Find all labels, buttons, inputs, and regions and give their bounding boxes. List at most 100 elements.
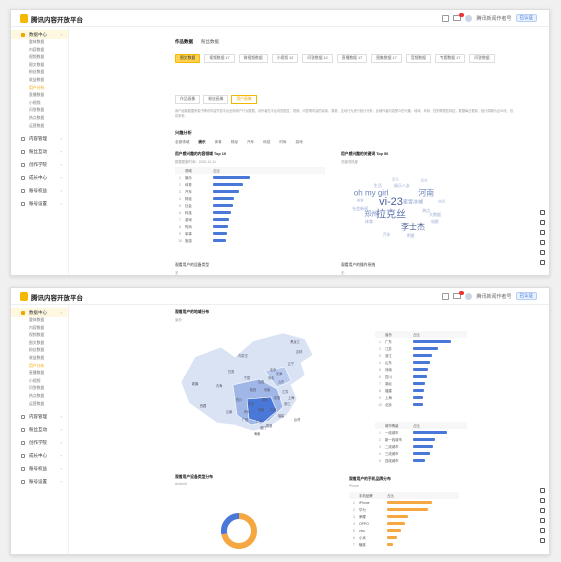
sidebar-item[interactable]: 粉丝数据 — [29, 348, 45, 353]
sidebar-item[interactable]: 问答数据 — [29, 108, 45, 113]
tab-works[interactable]: 作品数据 — [175, 39, 193, 44]
sidebar-item[interactable]: 内容数据 — [29, 47, 45, 52]
keyword-word[interactable]: 大数据 — [429, 212, 441, 217]
sidebar-item[interactable]: 收益数据 — [29, 355, 45, 360]
sidebar-group[interactable]: 账号设置 › — [11, 477, 68, 486]
keyword-word[interactable]: 娱乐八卦 — [394, 183, 410, 189]
donut-slice-android[interactable] — [221, 513, 257, 549]
qrcode-icon[interactable] — [540, 260, 545, 265]
sidebar-group[interactable]: 成长中心 › — [11, 173, 68, 182]
edit-icon[interactable] — [540, 250, 545, 255]
data-type-pill[interactable]: 问答数据 12 — [302, 54, 333, 63]
tab-fans[interactable]: 粉丝数据 — [201, 39, 219, 44]
sidebar-item[interactable]: 整体数据 — [29, 318, 45, 322]
app-grid-icon[interactable] — [442, 292, 450, 300]
domain-filter[interactable]: 全部领域 — [175, 140, 190, 144]
keyword-word[interactable]: 音乐 — [391, 177, 399, 182]
sidebar-item[interactable]: 直播数据 — [29, 93, 45, 98]
keyword-word[interactable]: 社会新闻 — [352, 205, 369, 211]
pin-icon[interactable] — [540, 488, 545, 493]
portrait-tab[interactable]: 粉丝画像 — [203, 95, 229, 104]
keyword-word[interactable]: 李士杰 — [401, 222, 425, 232]
sidebar-group[interactable]: 粉丝互动 › — [11, 425, 68, 434]
sidebar-group[interactable]: 数据中心 › — [11, 308, 68, 317]
donut-slice-ios[interactable] — [221, 513, 240, 535]
headset-icon[interactable] — [540, 240, 545, 245]
sidebar-group[interactable]: 创作学院 › — [11, 438, 68, 447]
pin-icon[interactable] — [540, 210, 545, 215]
portrait-tab[interactable]: 作品画像 — [175, 95, 201, 104]
account-name[interactable]: 腾讯新闻作者号 — [476, 15, 512, 22]
sidebar-item[interactable]: 热点数据 — [29, 393, 45, 398]
keyword-word[interactable]: 美食 — [356, 198, 364, 203]
sidebar-item[interactable]: 用户分析 — [29, 363, 45, 368]
keyword-word[interactable]: 生活 — [373, 183, 382, 189]
keyword-word[interactable]: 郑州 — [364, 211, 379, 219]
message-icon[interactable] — [453, 13, 465, 21]
edit-icon[interactable] — [540, 528, 545, 533]
sidebar-item[interactable]: 视频数据 — [29, 55, 45, 60]
keyword-word[interactable]: 热点 — [422, 208, 431, 213]
keyword-word[interactable]: 体育 — [365, 219, 373, 225]
account-name[interactable]: 腾讯新闻作者号 — [476, 293, 512, 300]
keyword-word[interactable]: 明星 — [406, 232, 415, 238]
data-type-pill[interactable]: 微视频数据 — [238, 54, 268, 63]
data-type-pill[interactable]: 问答数据 — [469, 54, 495, 63]
sidebar-group[interactable]: 粉丝互动 › — [11, 147, 68, 156]
sidebar-item[interactable]: 粉丝数据 — [29, 70, 45, 75]
domain-filter[interactable]: 科技 — [263, 140, 271, 144]
data-type-pill[interactable]: 直播数据 17 — [336, 54, 368, 63]
headset-icon[interactable] — [540, 518, 545, 523]
sidebar-item[interactable]: 收益数据 — [29, 77, 45, 82]
help-icon[interactable] — [540, 508, 545, 513]
keyword-word[interactable]: 旅游 — [438, 199, 446, 204]
sidebar-item[interactable]: 图文数据 — [29, 340, 45, 345]
keyword-word[interactable]: oh my girl — [353, 188, 389, 198]
sidebar-item[interactable]: 运营数据 — [29, 401, 45, 406]
sidebar-group[interactable]: 账号权益 › — [11, 186, 68, 195]
keyword-word[interactable]: 汽车 — [382, 232, 391, 237]
clock-icon[interactable] — [540, 220, 545, 225]
avatar[interactable] — [465, 292, 473, 300]
sidebar-group[interactable]: 账号设置 › — [11, 199, 68, 208]
sidebar-item[interactable]: 运营数据 — [29, 123, 45, 128]
sidebar-item[interactable]: 小视频 — [29, 378, 41, 383]
data-type-pill[interactable]: 视频数据 17 — [204, 54, 235, 63]
data-type-pill[interactable]: 图文数据 — [175, 54, 201, 63]
sidebar-item[interactable]: 图文数据 — [29, 62, 45, 67]
qrcode-icon[interactable] — [540, 538, 545, 543]
sidebar-group[interactable]: 内容管理 › — [11, 412, 68, 421]
message-icon[interactable] — [453, 291, 465, 299]
domain-filter[interactable]: 财经 — [230, 140, 238, 144]
domain-filter[interactable]: 娱乐 — [198, 140, 206, 144]
data-type-pill[interactable]: 小视频 12 — [271, 54, 299, 63]
sidebar-item[interactable]: 整体数据 — [29, 40, 45, 44]
sidebar-item[interactable]: 小视频 — [29, 100, 41, 105]
sidebar-item[interactable]: 直播数据 — [29, 371, 45, 376]
keyword-word[interactable]: 蜜雪冰城 — [402, 199, 424, 206]
sidebar-group[interactable]: 创作学院 › — [11, 160, 68, 169]
portrait-tab[interactable]: 用户画像 — [231, 95, 257, 104]
sidebar-item[interactable]: 用户分析 — [29, 85, 45, 90]
data-type-pill[interactable]: 专题数据 17 — [434, 54, 466, 63]
data-type-pill[interactable]: 图集数据 17 — [371, 54, 402, 63]
clock-icon[interactable] — [540, 498, 545, 503]
keyword-word[interactable]: 游戏 — [420, 178, 428, 183]
domain-filter[interactable]: 游戏 — [295, 140, 303, 144]
domain-filter[interactable]: 时尚 — [279, 140, 287, 144]
domain-filter[interactable]: 体育 — [214, 140, 222, 144]
sidebar-group[interactable]: 账号权益 › — [11, 464, 68, 473]
keyword-word[interactable]: 拉克丝 — [376, 209, 406, 221]
help-icon[interactable] — [540, 230, 545, 235]
sidebar-group[interactable]: 成长中心 › — [11, 451, 68, 460]
domain-filter[interactable]: 汽车 — [246, 140, 255, 144]
data-type-pill[interactable]: 音频数据 — [405, 54, 431, 63]
sidebar-group[interactable]: 数据中心 › — [11, 30, 68, 39]
sidebar-item[interactable]: 内容数据 — [29, 325, 45, 330]
device-donut-chart[interactable] — [219, 511, 259, 551]
sidebar-item[interactable]: 问答数据 — [29, 386, 45, 391]
keyword-word[interactable]: vi-23 — [379, 196, 403, 209]
app-grid-icon[interactable] — [442, 14, 450, 22]
avatar[interactable] — [465, 14, 473, 22]
